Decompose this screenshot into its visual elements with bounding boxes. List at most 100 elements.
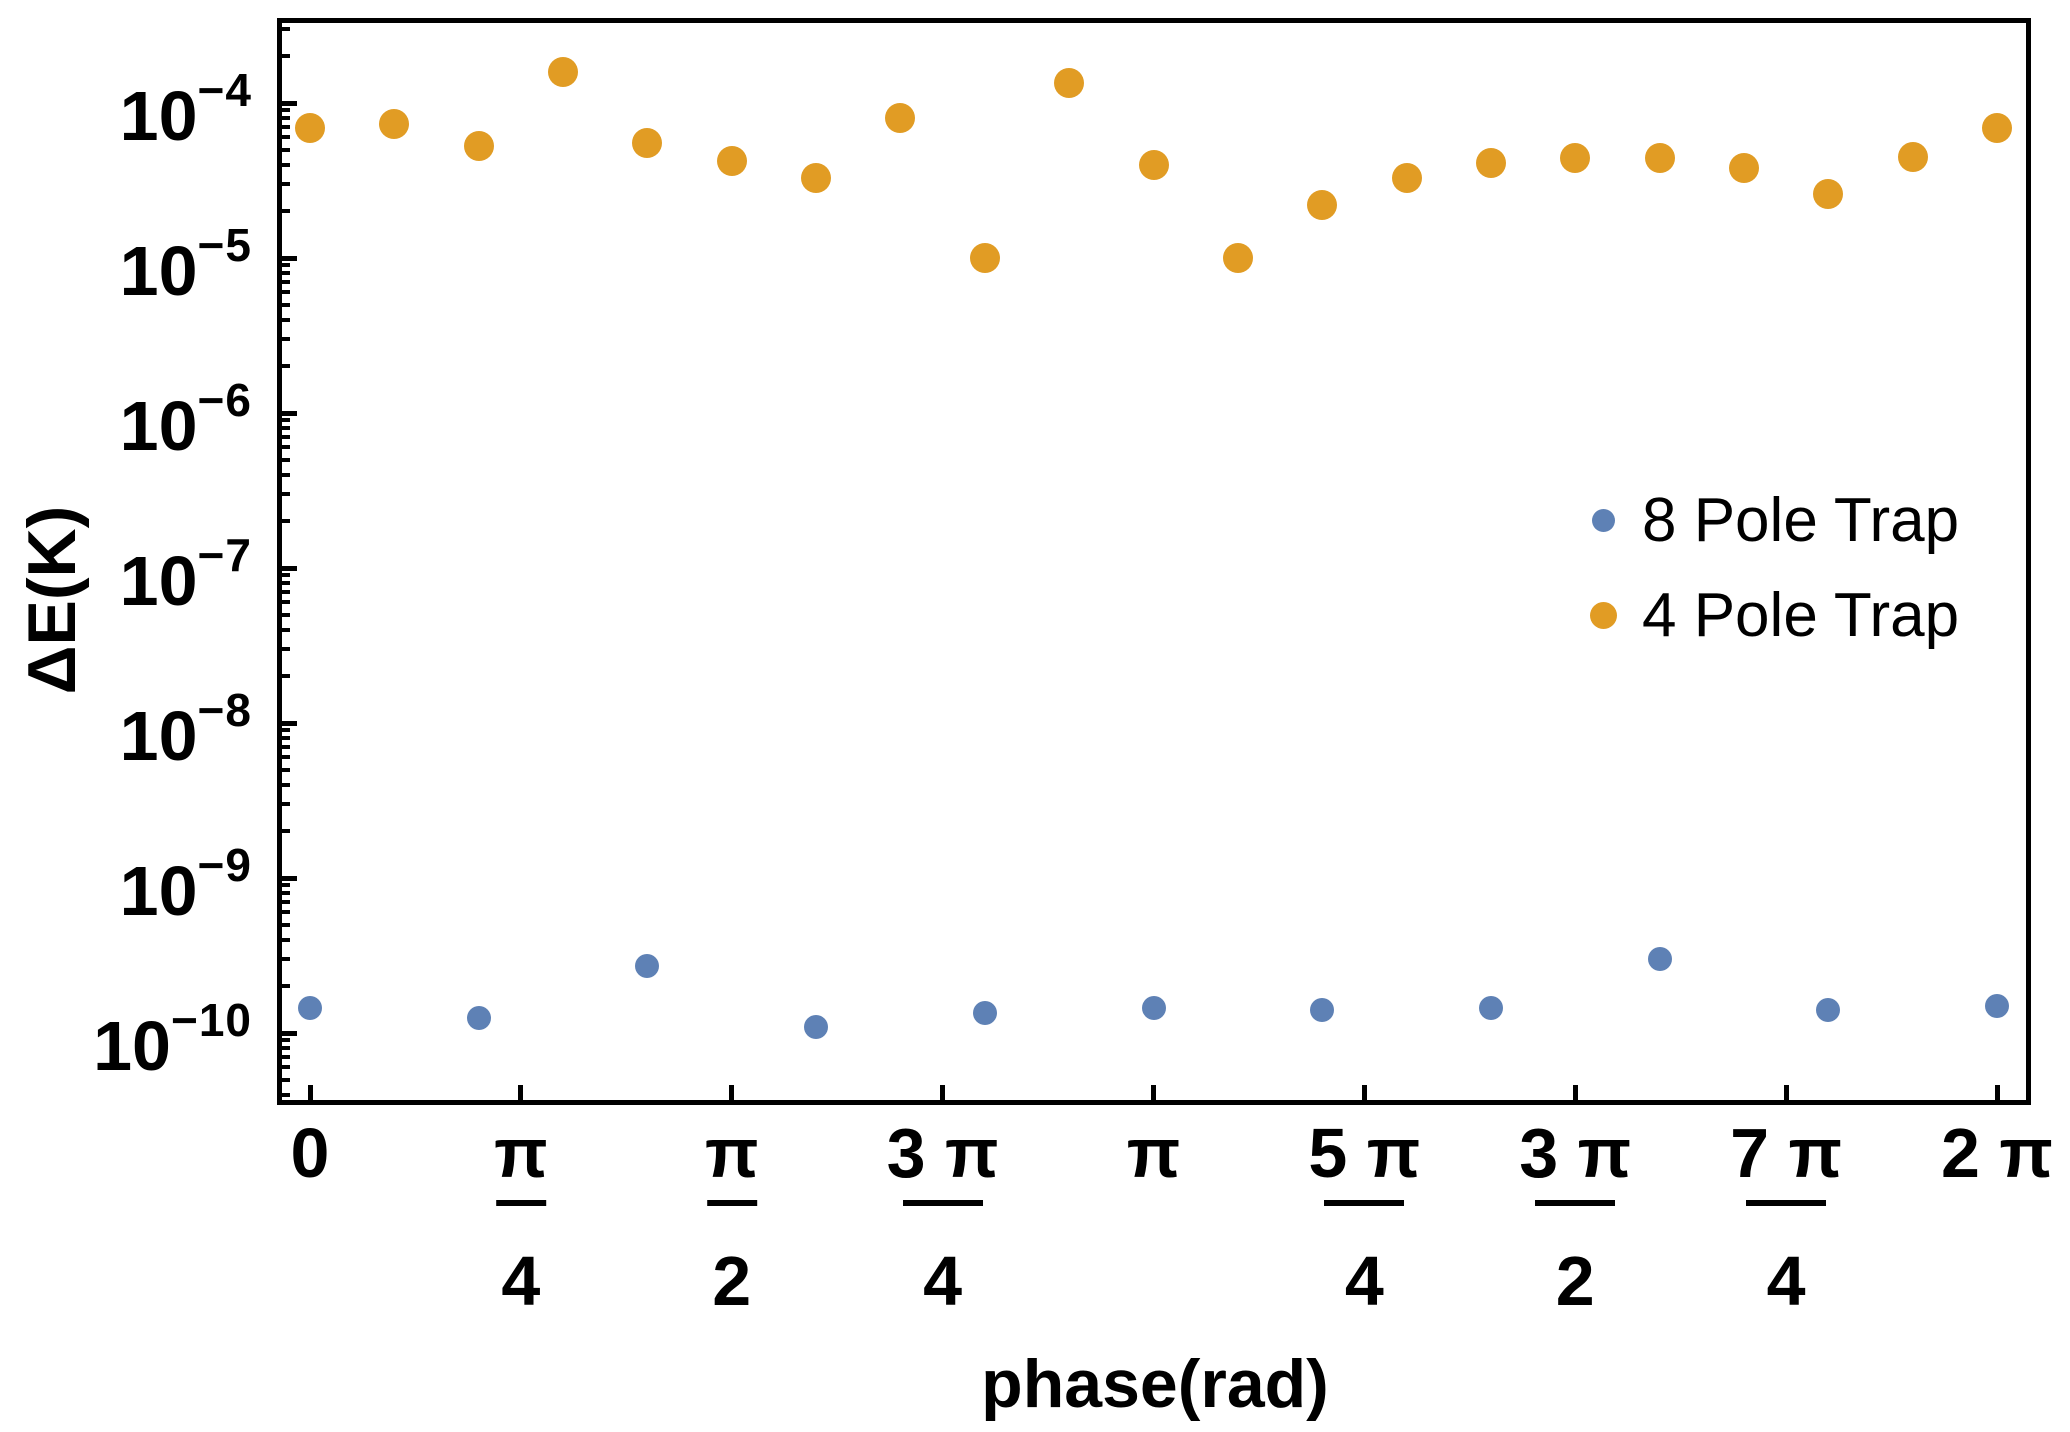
fraction-bar [1535,1200,1616,1206]
fraction-bar [902,1200,983,1206]
y-major-tick [282,875,297,881]
y-minor-tick [282,590,290,594]
y-minor-tick [282,1092,290,1097]
y-minor-tick [282,937,290,942]
x-major-tick [518,1085,524,1100]
data-point-8pole [1985,993,2009,1018]
y-minor-tick [282,54,290,59]
x-major-tick [729,1085,735,1100]
legend-marker-box [1588,602,1618,629]
fraction-denominator: 2 [1555,1242,1595,1320]
y-minor-tick [282,1077,290,1082]
fraction-numerator: 3 π [886,1114,999,1192]
data-point-8pole [1647,947,1672,972]
x-major-tick [1361,1085,1367,1100]
y-major-tick [282,100,297,106]
y-minor-tick [282,829,290,834]
y-minor-tick [282,317,290,322]
fraction-denominator: 2 [712,1242,752,1320]
fraction-denominator: 4 [1344,1242,1384,1320]
y-minor-tick [282,922,290,927]
y-minor-tick [282,271,290,276]
y-minor-tick [282,581,290,586]
legend-label: 8 Pole Trap [1642,485,1960,555]
data-point-8pole [466,1005,491,1030]
y-minor-tick [282,1038,290,1043]
x-major-tick [940,1085,946,1100]
y-minor-tick [282,364,290,369]
y-minor-tick [282,600,290,605]
y-minor-tick [282,27,290,32]
y-minor-tick [282,1055,290,1059]
y-major-tick [282,1030,297,1036]
x-axis-label: phase(rad) [981,1346,1329,1422]
data-point-4pole [1813,178,1844,209]
y-minor-tick [282,736,290,741]
fraction-bar [1746,1200,1827,1206]
data-point-8pole [804,1014,829,1039]
data-point-4pole [1475,148,1506,179]
y-major-tick [282,720,297,726]
y-tick-label: 10−4 [119,64,252,155]
x-major-tick [1994,1085,2000,1100]
data-point-4pole [1138,149,1169,180]
data-point-8pole [972,1000,997,1025]
legend-marker-dot [1589,602,1617,629]
fraction-numerator: 3 π [1519,1114,1632,1192]
y-tick-label: 10−10 [93,994,252,1085]
x-major-tick [1783,1085,1789,1100]
fraction-denominator: 4 [923,1242,963,1320]
y-minor-tick [282,280,290,284]
y-minor-tick [282,457,290,462]
y-major-tick [282,255,297,261]
fraction-numerator: π [494,1114,548,1192]
data-point-4pole [1897,141,1928,172]
fraction-numerator: 5 π [1308,1114,1421,1192]
data-point-8pole [635,954,660,979]
data-point-4pole [1391,162,1422,193]
x-major-tick [307,1085,313,1100]
y-minor-tick [282,125,290,129]
y-major-tick [282,410,297,416]
plot-frame [277,18,2031,1105]
y-minor-tick [282,674,290,679]
y-minor-tick [282,728,290,733]
data-point-4pole [969,243,1000,273]
y-tick-label: 10−6 [119,374,252,465]
data-point-4pole [1054,67,1085,98]
y-minor-tick [282,1065,290,1070]
y-minor-tick [282,418,290,423]
data-point-4pole [885,103,916,134]
y-minor-tick [282,263,290,268]
fraction-numerator: π [704,1114,759,1192]
y-minor-tick [282,209,290,214]
data-point-4pole [548,57,579,88]
data-point-4pole [1560,143,1591,174]
y-minor-tick [282,647,290,652]
data-point-8pole [1141,995,1166,1020]
fraction-bar [1324,1200,1405,1206]
data-point-4pole [379,109,410,140]
x-tick-label: 0 [290,1114,330,1192]
data-point-4pole [632,128,663,159]
y-minor-tick [282,445,290,450]
fraction-denominator: 4 [501,1242,541,1320]
y-minor-tick [282,147,290,152]
fraction-bar [495,1200,546,1206]
y-minor-tick [282,984,290,989]
legend-item-4-pole-trap: 4 Pole Trap [1588,568,1959,663]
y-tick-exponent: −6 [197,374,252,426]
y-tick-label: 10−5 [119,219,252,310]
data-point-4pole [716,146,747,177]
y-tick-label: 10−9 [119,839,252,930]
y-tick-exponent: −7 [197,529,252,581]
x-major-tick [1572,1085,1578,1100]
data-point-4pole [1644,143,1675,174]
data-point-8pole [1310,998,1335,1023]
legend-label: 4 Pole Trap [1642,580,1960,650]
y-minor-tick [282,910,290,915]
